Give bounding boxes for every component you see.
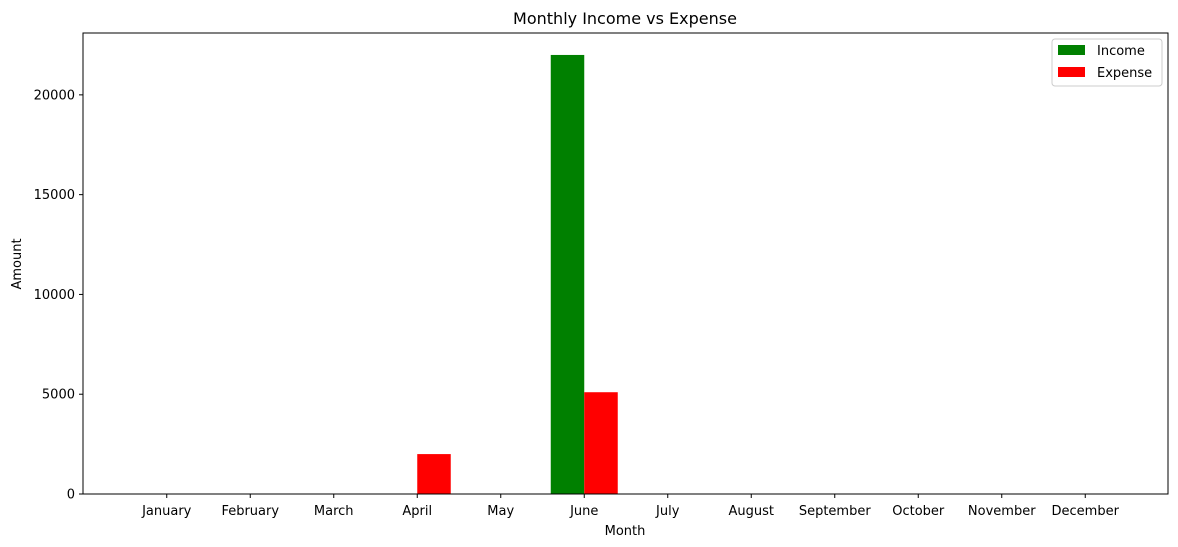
x-tick-label-december: December [1052, 504, 1120, 519]
x-tick-label-april: April [402, 504, 432, 519]
x-tick-label-august: August [729, 504, 775, 519]
y-axis: 0 5000 10000 15000 20000 [34, 88, 83, 503]
legend-label-income: Income [1097, 44, 1145, 59]
x-tick-label-october: October [892, 504, 945, 519]
bar-income-june [550, 54, 585, 494]
legend-swatch-expense [1058, 67, 1085, 77]
x-tick-label-february: February [221, 504, 279, 519]
x-tick-label-november: November [968, 504, 1036, 519]
x-tick-label-may: May [487, 504, 514, 519]
x-axis-label: Month [605, 524, 646, 539]
legend-label-expense: Expense [1097, 66, 1152, 81]
x-tick-label-september: September [799, 504, 872, 519]
plot-frame [82, 32, 1169, 495]
bar-expense-june [584, 392, 618, 494]
x-tick-label-january: January [141, 504, 192, 519]
x-tick-label-july: July [655, 504, 680, 519]
x-axis: January February March April May June July Augu… [141, 494, 1120, 519]
bar-expense-april [417, 454, 451, 494]
y-tick-label: 0 [67, 488, 75, 503]
y-tick-label: 10000 [34, 288, 75, 303]
chart-title: Monthly Income vs Expense [513, 9, 737, 28]
legend: Income Expense [1051, 38, 1163, 87]
legend-swatch-income [1058, 45, 1085, 55]
bars [417, 54, 618, 494]
y-axis-label: Amount [10, 238, 25, 289]
y-tick-label: 15000 [34, 188, 75, 203]
x-tick-label-june: June [569, 504, 598, 519]
y-tick-label: 20000 [34, 88, 75, 103]
y-tick-label: 5000 [42, 388, 75, 403]
x-tick-label-march: March [314, 504, 354, 519]
